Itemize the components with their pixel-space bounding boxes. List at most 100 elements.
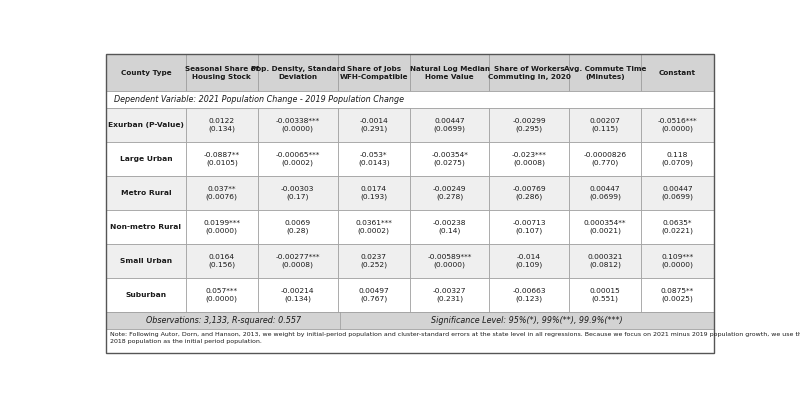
Bar [410,210,490,244]
Text: Pop. Density, Standard
Deviation: Pop. Density, Standard Deviation [250,66,345,80]
Bar [642,210,714,244]
Text: 0.0361***
(0.0002): 0.0361*** (0.0002) [355,220,392,234]
Text: 0.00447
(0.0699): 0.00447 (0.0699) [434,118,466,132]
Text: Suburban: Suburban [126,292,166,298]
Bar [106,142,186,176]
Bar [258,244,338,278]
Text: Observations: 3,133, R-squared: 0.557: Observations: 3,133, R-squared: 0.557 [146,316,301,325]
Text: -0.0516***
(0.0000): -0.0516*** (0.0000) [658,118,698,132]
Bar [569,54,642,91]
Text: 0.0199***
(0.0000): 0.0199*** (0.0000) [203,220,240,234]
Bar [258,176,338,210]
Bar [642,142,714,176]
Bar [410,278,490,312]
Bar [642,244,714,278]
Bar [106,278,186,312]
Text: Avg. Commute Time
(Minutes): Avg. Commute Time (Minutes) [564,66,646,80]
Text: 0.109***
(0.0000): 0.109*** (0.0000) [662,254,694,268]
Text: 0.057***
(0.0000): 0.057*** (0.0000) [206,288,238,302]
Bar [338,142,410,176]
Text: -0.0887**
(0.0105): -0.0887** (0.0105) [204,152,240,166]
Bar [569,142,642,176]
Text: -0.00299
(0.295): -0.00299 (0.295) [512,118,546,132]
Text: Metro Rural: Metro Rural [121,190,171,196]
Text: -0.00065***
(0.0002): -0.00065*** (0.0002) [276,152,320,166]
Text: 0.000354**
(0.0021): 0.000354** (0.0021) [584,220,626,234]
Bar [106,244,186,278]
Bar [490,244,569,278]
Bar [569,176,642,210]
Bar [410,244,490,278]
Bar [569,210,642,244]
Text: 0.0237
(0.252): 0.0237 (0.252) [360,254,387,268]
Text: -0.00354*
(0.0275): -0.00354* (0.0275) [431,152,468,166]
Bar [569,278,642,312]
Text: -0.00277***
(0.0008): -0.00277*** (0.0008) [275,254,320,268]
Text: -0.0014
(0.291): -0.0014 (0.291) [359,118,388,132]
Text: -0.053*
(0.0143): -0.053* (0.0143) [358,152,390,166]
Bar [106,312,714,329]
Bar [106,210,186,244]
Bar [258,108,338,142]
Text: Large Urban: Large Urban [119,156,172,162]
Bar [410,142,490,176]
Text: 0.118
(0.0709): 0.118 (0.0709) [662,152,694,166]
Text: County Type: County Type [121,70,171,76]
Bar [410,176,490,210]
Bar [258,142,338,176]
Bar [338,54,410,91]
Bar [490,54,569,91]
Bar [186,108,258,142]
Bar [106,108,186,142]
Bar [490,176,569,210]
Text: -0.00214
(0.134): -0.00214 (0.134) [281,288,314,302]
Bar [642,176,714,210]
Bar [490,210,569,244]
Text: Exurban (P-Value): Exurban (P-Value) [108,122,184,128]
Text: -0.023***
(0.0008): -0.023*** (0.0008) [512,152,546,166]
Bar [338,278,410,312]
Bar [258,278,338,312]
Text: Constant: Constant [659,70,696,76]
Text: -0.0000826
(0.770): -0.0000826 (0.770) [583,152,626,166]
Bar [186,142,258,176]
Bar [642,108,714,142]
Bar [186,176,258,210]
Text: -0.00769
(0.286): -0.00769 (0.286) [512,186,546,200]
Bar [186,244,258,278]
Text: -0.00338***
(0.0000): -0.00338*** (0.0000) [276,118,320,132]
Bar [410,54,490,91]
Bar [258,54,338,91]
Text: Non-metro Rural: Non-metro Rural [110,224,182,230]
Text: 0.00015
(0.551): 0.00015 (0.551) [590,288,621,302]
Text: Dependent Variable: 2021 Population Change - 2019 Population Change: Dependent Variable: 2021 Population Chan… [114,95,404,104]
Text: -0.014
(0.109): -0.014 (0.109) [515,254,542,268]
Text: Share of Workers
Commuting In, 2020: Share of Workers Commuting In, 2020 [488,66,570,80]
Text: 0.00447
(0.0699): 0.00447 (0.0699) [662,186,694,200]
Bar [258,210,338,244]
Bar [106,54,186,91]
Bar [642,278,714,312]
Bar [338,210,410,244]
Bar [106,329,714,353]
Text: -0.00249
(0.278): -0.00249 (0.278) [433,186,466,200]
Text: Natural Log Median
Home Value: Natural Log Median Home Value [410,66,490,80]
Text: 0.0174
(0.193): 0.0174 (0.193) [360,186,387,200]
Text: Share of Jobs
WFH-Compatible: Share of Jobs WFH-Compatible [339,66,408,80]
Bar [490,278,569,312]
Bar [569,108,642,142]
Text: -0.00303
(0.17): -0.00303 (0.17) [281,186,314,200]
Bar [490,108,569,142]
Text: 0.0635*
(0.0221): 0.0635* (0.0221) [662,220,694,234]
Text: Small Urban: Small Urban [120,258,172,264]
Text: 0.0069
(0.28): 0.0069 (0.28) [285,220,311,234]
Bar [186,54,258,91]
Bar [338,244,410,278]
Text: 0.00207
(0.115): 0.00207 (0.115) [590,118,621,132]
Text: -0.00327
(0.231): -0.00327 (0.231) [433,288,466,302]
Bar [338,176,410,210]
Bar [569,244,642,278]
Text: Seasonal Share of
Housing Stock: Seasonal Share of Housing Stock [185,66,258,80]
Text: 0.0875**
(0.0025): 0.0875** (0.0025) [661,288,694,302]
Bar [338,108,410,142]
